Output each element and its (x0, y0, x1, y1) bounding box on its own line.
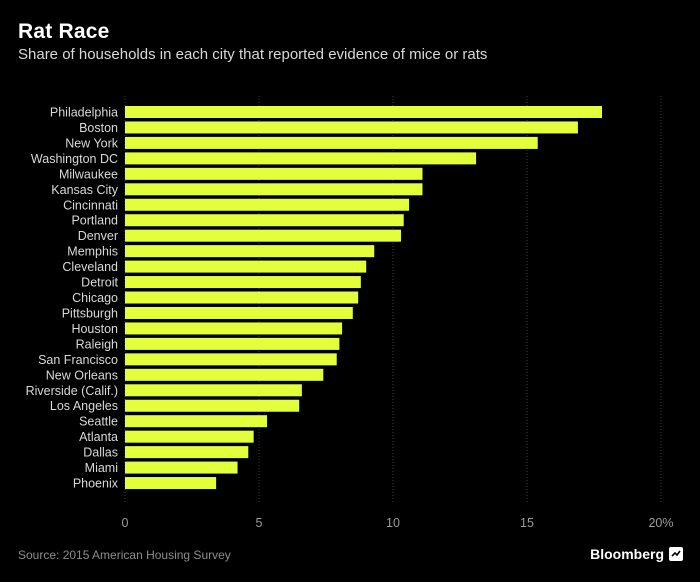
bar (125, 461, 238, 474)
category-label: Seattle (79, 415, 118, 429)
category-label: Dallas (83, 446, 118, 460)
bloomberg-logo-icon (669, 547, 683, 561)
bar (125, 121, 578, 134)
bar (125, 430, 254, 443)
category-label: New Orleans (46, 368, 118, 382)
bar (125, 322, 343, 335)
x-tick-label: 5 (256, 516, 263, 530)
category-label: Milwaukee (59, 167, 118, 181)
bar (125, 229, 402, 242)
x-tick-label: 0 (122, 516, 129, 530)
bar (125, 384, 302, 397)
bar (125, 291, 359, 304)
category-label: Cincinnati (63, 198, 118, 212)
category-label: Philadelphia (50, 106, 118, 120)
bar (125, 167, 423, 180)
bar (125, 477, 217, 490)
bar (125, 106, 603, 118)
category-label: Houston (71, 322, 118, 336)
category-label: Riverside (Calif.) (26, 384, 118, 398)
category-label: Cleveland (62, 260, 118, 274)
category-label: San Francisco (38, 353, 118, 367)
category-label: New York (65, 136, 119, 150)
category-label: Denver (78, 229, 118, 243)
category-label: Chicago (72, 291, 118, 305)
bar (125, 214, 404, 227)
bar (125, 446, 249, 459)
chart-subtitle: Share of households in each city that re… (18, 46, 488, 63)
bar (125, 415, 268, 428)
x-tick-label: 20% (648, 516, 673, 530)
bar (125, 399, 300, 412)
category-label: Detroit (81, 276, 118, 290)
category-label: Phoenix (73, 477, 119, 491)
category-label: Portland (71, 214, 118, 228)
category-label: Pittsburgh (62, 306, 118, 320)
category-label: Raleigh (76, 337, 118, 351)
bar (125, 353, 337, 366)
x-tick-label: 10 (386, 516, 400, 530)
bar (125, 368, 324, 381)
bar (125, 183, 423, 196)
source-note: Source: 2015 American Housing Survey (18, 548, 231, 562)
chart-title: Rat Race (18, 20, 110, 43)
x-tick-label: 15 (520, 516, 534, 530)
brand-name: Bloomberg (590, 546, 664, 562)
bar (125, 152, 477, 165)
category-label: Los Angeles (50, 399, 118, 413)
category-label: Kansas City (51, 183, 118, 197)
category-label: Washington DC (31, 152, 118, 166)
category-label: Memphis (67, 245, 118, 259)
bar (125, 198, 410, 211)
category-label: Boston (79, 121, 118, 135)
bar (125, 276, 361, 289)
bar (125, 306, 353, 319)
bar (125, 337, 340, 350)
category-label: Atlanta (79, 430, 118, 444)
bar (125, 245, 375, 258)
bar (125, 136, 538, 149)
bar (125, 260, 367, 273)
category-label: Miami (85, 461, 118, 475)
